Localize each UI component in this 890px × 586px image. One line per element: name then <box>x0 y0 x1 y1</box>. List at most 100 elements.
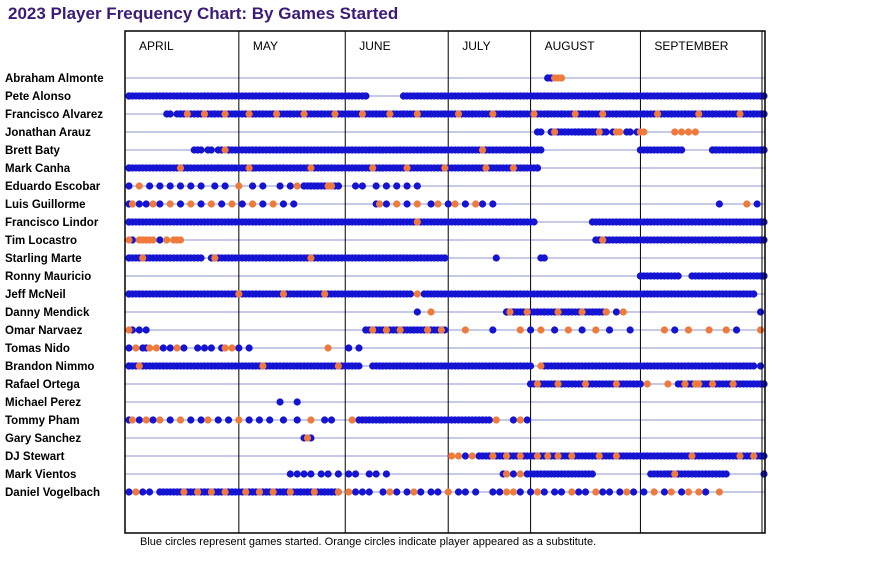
started-game-dot <box>509 470 518 478</box>
started-game-dot <box>575 488 583 496</box>
substitute-game-dot <box>592 326 600 334</box>
substitute-game-dot <box>235 416 243 424</box>
substitute-game-dot <box>554 380 562 388</box>
player-name-label: Tommy Pham <box>5 415 80 427</box>
started-game-dot <box>166 110 174 118</box>
substitute-game-dot <box>300 110 308 118</box>
started-game-dot <box>214 164 222 172</box>
player-name-label: Abraham Almonte <box>5 73 104 85</box>
substitute-game-dot <box>489 452 497 460</box>
started-game-dot <box>321 488 329 496</box>
substitute-game-dot <box>602 308 610 316</box>
substitute-game-dot <box>345 488 353 496</box>
player-row-lines <box>125 77 765 493</box>
substitute-game-dot <box>468 452 476 460</box>
substitute-game-dot <box>245 110 253 118</box>
substitute-game-dot <box>145 344 154 352</box>
started-game-dot <box>434 488 442 496</box>
started-game-dot <box>266 416 274 424</box>
started-game-dot <box>750 290 758 298</box>
started-game-dot <box>760 146 768 154</box>
started-game-dot <box>588 308 596 316</box>
started-game-dot <box>125 488 133 496</box>
substitute-game-dot <box>235 290 243 298</box>
substitute-game-dot <box>286 488 294 496</box>
started-game-dot <box>321 416 329 424</box>
started-game-dot <box>135 200 143 208</box>
player-name-label: Mark Canha <box>5 163 71 175</box>
substitute-game-dot <box>200 110 209 118</box>
started-game-dot <box>612 110 621 118</box>
substitute-game-dot <box>516 452 524 460</box>
started-game-dot <box>345 470 353 478</box>
substitute-game-dot <box>482 164 490 172</box>
started-game-dot <box>660 488 669 496</box>
month-label: JULY <box>462 39 490 53</box>
started-game-dot <box>702 488 710 496</box>
started-game-dot <box>245 344 253 352</box>
substitute-game-dot <box>544 452 552 460</box>
player-name-label: Michael Perez <box>5 397 81 409</box>
substitute-game-dot <box>358 110 367 118</box>
substitute-game-dot <box>135 182 143 190</box>
started-game-dot <box>427 110 435 118</box>
substitute-game-dot <box>509 488 518 496</box>
started-game-dot <box>259 182 267 190</box>
substitute-game-dot <box>427 308 435 316</box>
substitute-game-dot <box>551 128 559 136</box>
started-game-dot <box>286 182 294 190</box>
started-game-dot <box>276 182 284 190</box>
substitute-game-dot <box>671 128 679 136</box>
started-game-dot <box>599 488 607 496</box>
started-game-dot <box>125 92 133 100</box>
substitute-game-dot <box>331 110 339 118</box>
started-game-dot <box>667 110 675 118</box>
substitute-game-dot <box>393 200 401 208</box>
started-game-dot <box>286 470 294 478</box>
substitute-game-dot <box>142 416 150 424</box>
started-game-dot <box>478 200 487 208</box>
substitute-game-dot <box>523 308 531 316</box>
substitute-game-dot <box>324 344 332 352</box>
started-game-dot <box>166 344 174 352</box>
substitute-game-dot <box>413 290 421 298</box>
substitute-game-dot <box>533 380 542 388</box>
started-game-dot <box>664 470 672 478</box>
substitute-game-dot <box>303 434 312 442</box>
substitute-game-dot <box>684 488 693 496</box>
started-game-dot <box>417 488 425 496</box>
started-game-dot <box>557 110 566 118</box>
substitute-game-dot <box>166 200 174 208</box>
started-game-dot <box>187 416 195 424</box>
started-game-dot <box>540 254 548 262</box>
substitute-game-dot <box>403 164 411 172</box>
substitute-game-dot <box>334 362 342 370</box>
started-game-dot <box>372 470 380 478</box>
substitute-game-dot <box>242 488 250 496</box>
started-game-dot <box>382 182 391 190</box>
player-name-label: DJ Stewart <box>5 451 65 463</box>
substitute-game-dot <box>492 416 500 424</box>
started-game-dot <box>533 164 542 172</box>
substitute-game-dot <box>502 470 511 478</box>
player-name-label: Tim Locastro <box>5 235 77 247</box>
substitute-game-dot <box>623 488 631 496</box>
substitute-game-dot <box>194 488 202 496</box>
started-game-dot <box>489 488 497 496</box>
started-game-dot <box>365 488 373 496</box>
substitute-game-dot <box>228 200 236 208</box>
substitute-game-dot <box>743 200 751 208</box>
substitute-game-dot <box>616 128 624 136</box>
started-game-dot <box>756 308 765 316</box>
substitute-game-dot <box>650 488 658 496</box>
chart-caption: Blue circles represent games started. Or… <box>140 536 597 548</box>
started-game-dot <box>756 218 765 226</box>
started-game-dot <box>135 326 143 334</box>
substitute-game-dot <box>688 452 696 460</box>
substitute-game-dot <box>530 110 538 118</box>
started-game-dot <box>355 416 363 424</box>
substitute-game-dot <box>640 128 648 136</box>
started-game-dot <box>300 470 308 478</box>
started-game-dot <box>334 182 342 190</box>
substitute-game-dot <box>269 200 277 208</box>
